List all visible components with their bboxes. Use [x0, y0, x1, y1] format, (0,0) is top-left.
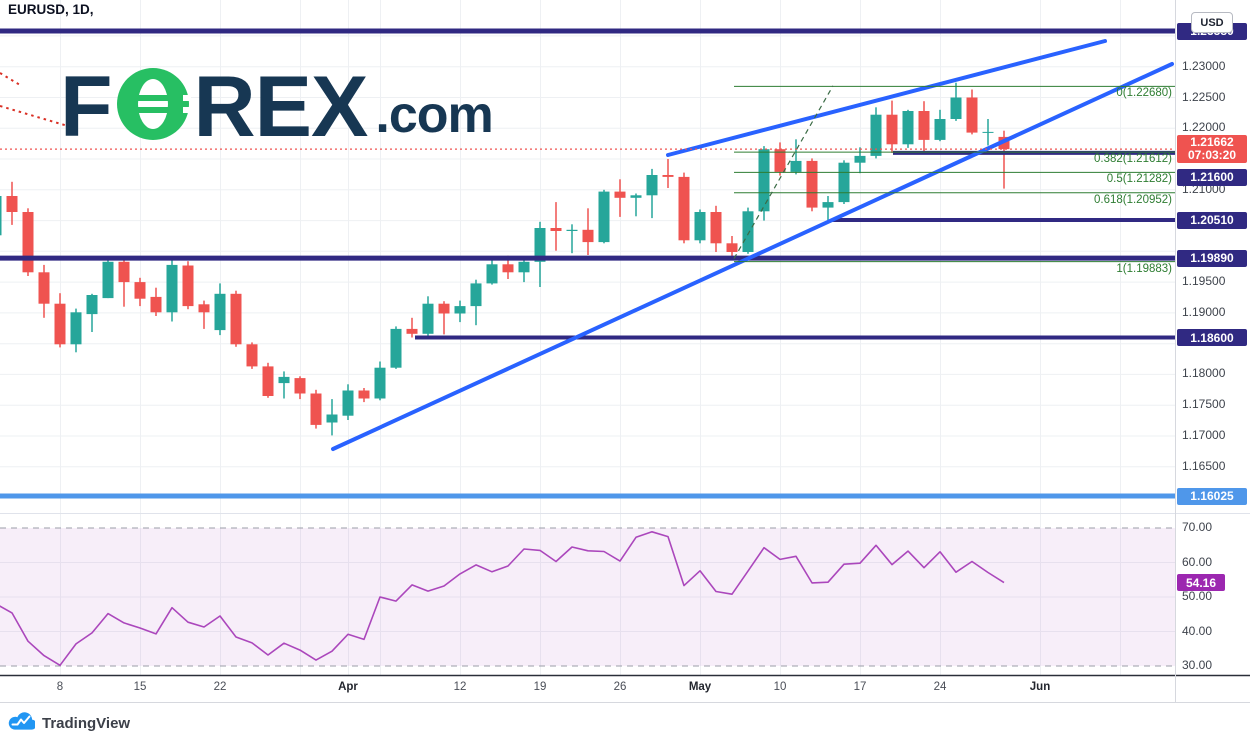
horizontal-level-lines[interactable] [0, 28, 1175, 499]
candle-apr-14 [486, 264, 498, 284]
candle-apr-7 [406, 328, 418, 334]
fibonacci-retracement[interactable] [733, 85, 1175, 263]
forex-o-euro-icon [115, 66, 191, 147]
candle-may-10 [774, 149, 786, 172]
currency-usd-badge[interactable]: USD [1191, 12, 1233, 33]
candle-mar-9 [70, 312, 82, 345]
candle-mar-2 [0, 196, 2, 236]
candle-may-13 [822, 202, 834, 208]
candle-mar-25 [262, 366, 274, 396]
trend-lines[interactable] [331, 39, 1174, 451]
candle-may-27 [982, 131, 994, 133]
candle-may-20 [902, 111, 914, 145]
candle-mar-12 [118, 261, 130, 283]
candle-may-12 [806, 160, 818, 208]
candle-may-19 [886, 114, 898, 145]
candle-apr-28 [646, 175, 658, 196]
candle-may-7 [758, 149, 770, 212]
candle-may-14 [838, 162, 850, 203]
candle-mar-23 [230, 293, 242, 345]
candle-mar-19 [198, 304, 210, 313]
candle-mar-24 [246, 344, 258, 367]
candle-apr-2 [358, 390, 370, 399]
forex-com-watermark-logo: F REX .com [60, 58, 494, 155]
candle-apr-6 [390, 328, 402, 368]
candle-mar-4 [22, 212, 34, 273]
candle-mar-3 [6, 196, 18, 212]
candle-may-25 [950, 97, 962, 119]
candle-mar-30 [310, 393, 322, 425]
candle-may-26 [966, 97, 978, 133]
candle-mar-16 [150, 296, 162, 313]
watermark-letters-rex: REX [193, 58, 369, 155]
candle-apr-16 [518, 261, 530, 273]
candle-apr-13 [470, 283, 482, 307]
candle-mar-29 [294, 378, 306, 394]
candle-apr-5 [374, 367, 386, 399]
candle-apr-9 [438, 303, 450, 314]
watermark-letter-f: F [60, 58, 113, 155]
candle-apr-15 [502, 264, 514, 273]
candle-mar-17 [166, 264, 178, 313]
pane-borders [0, 0, 1250, 703]
candle-mar-10 [86, 295, 98, 315]
candle-apr-19 [534, 228, 546, 262]
candle-mar-26 [278, 376, 290, 384]
candle-mar-5 [38, 272, 50, 304]
candle-may-3 [694, 212, 706, 241]
tradingview-label: TradingView [42, 715, 131, 732]
candle-apr-21 [566, 229, 578, 231]
candle-may-21 [918, 111, 930, 140]
left-dotted-stubs [0, 72, 79, 130]
tradingview-cloud-icon [8, 711, 37, 736]
candle-mar-8 [54, 303, 66, 345]
candle-apr-12 [454, 306, 466, 314]
candle-apr-1 [342, 390, 354, 416]
candle-may-4 [710, 212, 722, 244]
candle-apr-23 [598, 191, 610, 243]
tradingview-attribution[interactable]: TradingView [8, 711, 130, 736]
candle-mar-11 [102, 261, 114, 299]
candle-apr-26 [614, 191, 626, 198]
candle-mar-31 [326, 414, 338, 423]
candle-may-24 [934, 119, 946, 140]
candle-mar-15 [134, 282, 146, 299]
watermark-dotcom: .com [375, 85, 493, 144]
candle-apr-22 [582, 229, 594, 243]
candle-may-17 [854, 155, 866, 163]
candlestick-series[interactable] [0, 82, 1010, 436]
rsi-line[interactable] [0, 530, 1005, 667]
candle-mar-22 [214, 293, 226, 331]
candle-may-11 [790, 160, 802, 172]
candle-apr-30 [678, 176, 690, 241]
candle-may-18 [870, 114, 882, 156]
candle-apr-20 [550, 228, 562, 231]
rsi-band [0, 527, 1175, 667]
candle-may-5 [726, 243, 738, 252]
candle-mar-18 [182, 265, 194, 307]
candle-may-6 [742, 211, 754, 252]
candle-apr-27 [630, 195, 642, 198]
candle-apr-29 [662, 175, 674, 177]
candle-apr-8 [422, 303, 434, 334]
